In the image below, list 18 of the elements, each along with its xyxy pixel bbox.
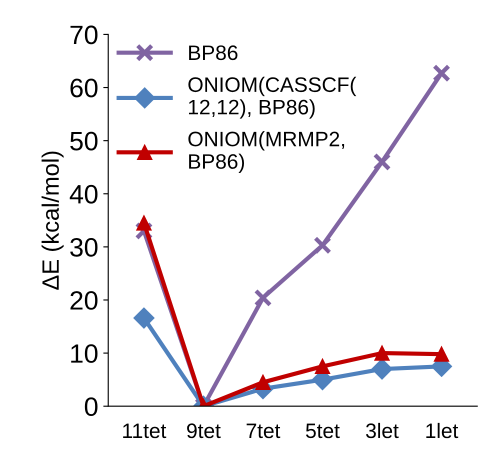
y-tick-label: 70 — [70, 26, 98, 44]
y-tick-label: 50 — [70, 132, 98, 150]
x-tick-label: 1let — [426, 422, 458, 438]
legend-label: BP86 — [189, 45, 238, 60]
y-tick-label: 0 — [84, 397, 98, 416]
x-tick-label: 5tet — [306, 424, 340, 438]
y-tick-label: 20 — [70, 291, 98, 310]
y-tick-label: 60 — [70, 78, 98, 98]
y-axis-title: ΔE (kcal/mol) — [42, 152, 64, 290]
x-tick-label: 9tet — [187, 423, 221, 438]
x-tick-label: 7tet — [246, 424, 280, 438]
legend-label: ONIOM(CASSCF( 12,12), BP86) — [188, 76, 356, 119]
x-tick-label: 11tet — [123, 424, 166, 438]
x-tick-label: 3let — [366, 422, 399, 438]
y-tick-label: 30 — [70, 238, 98, 257]
y-tick-label: 10 — [71, 344, 98, 363]
y-tick-label: 40 — [70, 184, 98, 204]
legend-label: ONIOM(MRMP2, BP86) — [188, 131, 344, 173]
